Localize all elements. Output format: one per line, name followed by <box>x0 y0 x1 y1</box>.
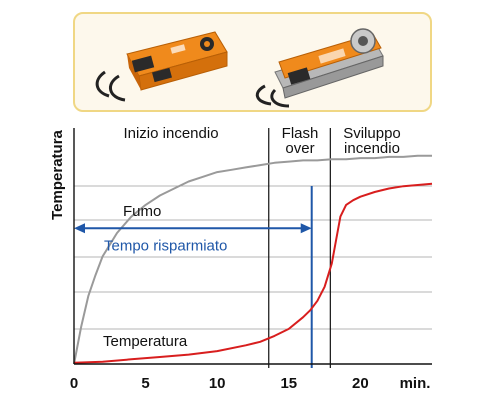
series-lines <box>73 154 433 365</box>
product-images <box>95 28 384 108</box>
phase-label: Inizio incendio <box>123 125 218 142</box>
phase-label: Sviluppo <box>343 125 401 142</box>
x-axis-title: min. <box>400 375 431 392</box>
series-line-fumo <box>73 154 432 365</box>
saved-time-annotation <box>74 223 312 234</box>
saved-time-arrow-left-head <box>74 223 85 234</box>
x-tick-label: 20 <box>352 375 369 392</box>
y-axis-title: Temperatura <box>49 129 66 219</box>
series-label-fumo: Fumo <box>123 203 161 220</box>
axes <box>73 128 432 365</box>
saved-time-label: Tempo risparmiato <box>104 237 227 254</box>
x-tick-label: 0 <box>70 375 78 392</box>
phase-label: Flash <box>282 125 319 142</box>
phase-divider-lines <box>268 128 331 368</box>
phase-label: over <box>285 140 314 157</box>
phase-label: incendio <box>344 140 400 157</box>
x-tick-label: 15 <box>280 375 297 392</box>
chart-text: Tempo risparmiato 0 5 10 15 20 min. Temperatura… <box>49 125 430 392</box>
series-line-temperatura <box>73 182 433 364</box>
series-label-temperatura: Temperatura <box>103 333 188 350</box>
damper-actuator-icon <box>255 28 384 108</box>
x-tick-label: 5 <box>141 375 149 392</box>
damper-actuator-icon <box>95 31 228 102</box>
saved-time-arrow-right-head <box>300 223 312 234</box>
horizontal-grid <box>74 185 432 330</box>
x-tick-label: 10 <box>209 375 226 392</box>
product-image-panel <box>73 12 432 112</box>
